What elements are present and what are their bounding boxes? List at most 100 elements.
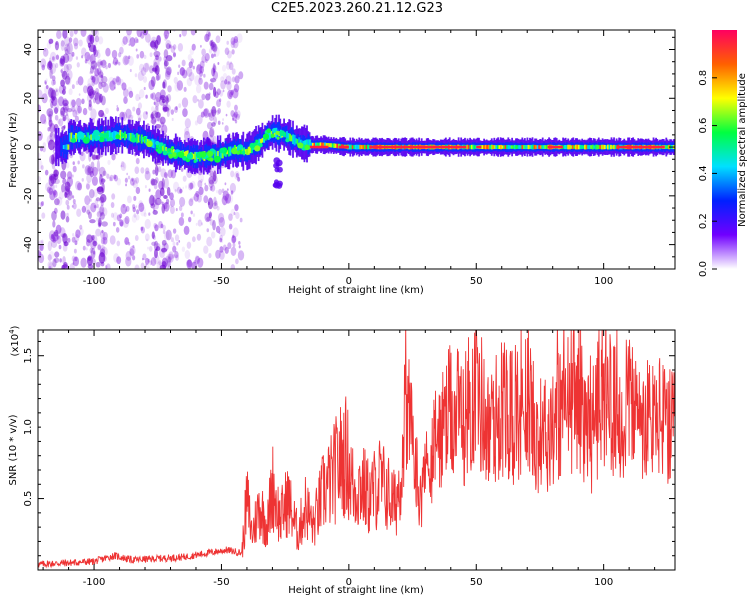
spectrogram-blob	[178, 216, 185, 227]
spectrogram-blob	[168, 253, 174, 263]
spectrogram-hot-spot	[159, 142, 164, 147]
spectrogram-blob	[230, 37, 236, 46]
spectrogram-band-core	[489, 145, 492, 150]
spectrogram-streak	[150, 112, 154, 120]
spectrogram-blob	[208, 92, 211, 96]
colorbar-gradient	[712, 30, 737, 269]
spectrogram-band-core	[125, 133, 128, 139]
spectrogram-hot-spot	[99, 132, 104, 137]
spectrogram-blob	[67, 52, 73, 62]
spectrogram-streak	[99, 196, 105, 204]
spectrogram-blob	[227, 193, 234, 204]
spectrogram-blob	[119, 78, 124, 87]
spectrogram-streak	[205, 30, 211, 40]
spectrogram-streak	[156, 111, 161, 122]
spectrogram-band-core	[71, 134, 74, 141]
spectrogram-band-core	[665, 145, 668, 149]
spectrogram-band-core	[544, 145, 547, 149]
spectrogram-blob	[129, 37, 136, 47]
spectrogram-streak	[209, 78, 217, 83]
spectrogram-blob	[38, 89, 43, 99]
spectrogram-streak	[100, 178, 106, 183]
spectrogram-blob	[137, 71, 144, 82]
spectrogram-blob	[206, 236, 213, 247]
spectrogram-blob	[185, 259, 190, 266]
spectrogram-blob	[168, 44, 172, 49]
spectrogram-streak	[87, 163, 92, 176]
spectrogram-band-core	[311, 142, 314, 147]
spectrogram-blob	[233, 36, 239, 44]
spectrogram-blob	[203, 73, 206, 78]
spectrogram-blob	[187, 54, 192, 61]
spectrogram-blob	[222, 118, 225, 122]
spectrogram-blob	[48, 187, 54, 195]
spectrogram-blob	[176, 241, 179, 246]
spectrogram-streak	[208, 176, 215, 185]
spectrogram-blob	[221, 188, 225, 193]
spectrogram-blob	[163, 231, 170, 241]
spectrogram-blob	[42, 146, 46, 153]
spectrogram-blob	[226, 81, 232, 91]
spectrogram-blob	[49, 175, 53, 181]
spectrogram-band-mid	[61, 142, 64, 152]
spectrogram-blob	[134, 166, 140, 174]
spectrogram-streak	[154, 39, 159, 49]
spectrogram-band-core	[570, 145, 573, 149]
spectrogram-blob	[214, 200, 218, 206]
spectrogram-blob	[165, 173, 169, 179]
spectrogram-blob	[137, 102, 143, 110]
y-tick-label: -40	[23, 236, 34, 252]
spectrogram-blob	[92, 74, 99, 85]
spectrogram-blob	[52, 150, 55, 153]
spectrogram-blob	[94, 35, 100, 43]
spectrogram-blob	[218, 216, 225, 228]
spectrogram-band-core	[532, 144, 535, 150]
spectrogram-blob	[211, 231, 216, 239]
spectrogram-band-core	[325, 143, 328, 147]
spectrogram-streak	[166, 110, 170, 117]
spectrogram-blob	[219, 226, 226, 237]
spectrogram-blob	[58, 191, 64, 200]
spectrogram-streak	[209, 219, 214, 226]
spectrogram-streak	[213, 196, 217, 207]
spectrogram-blob	[132, 180, 138, 189]
spectrogram-hot-spot	[297, 142, 304, 149]
spectrogram-blob	[194, 255, 200, 263]
spectrogram-band-core	[238, 148, 241, 153]
spectrogram-blob	[182, 186, 185, 190]
spectrogram-blob	[232, 88, 239, 99]
spectrogram-blob	[172, 52, 176, 58]
spectrogram-peak-segment	[308, 145, 329, 149]
spectrogram-blob	[38, 152, 41, 159]
spectrogram-blob	[234, 104, 238, 111]
spectrogram-band-core	[250, 143, 253, 154]
spectrogram-streak	[86, 234, 93, 243]
spectrogram-blob	[173, 52, 176, 57]
spectrogram-blob	[77, 182, 83, 191]
spectrogram-band-core	[470, 144, 473, 150]
spectrogram-blob	[224, 182, 227, 186]
spectrogram-blob	[135, 214, 140, 221]
spectrogram-band-core	[600, 144, 603, 150]
spectrogram-blob	[99, 230, 106, 239]
spectrogram-band-core	[123, 131, 126, 141]
spectrogram-blob	[133, 195, 137, 201]
spectrogram-streak	[165, 198, 170, 205]
spectrogram-streak	[166, 186, 171, 196]
spectrogram-blob	[97, 244, 101, 250]
spectrogram-hot-spot	[275, 131, 280, 135]
spectrogram-hot-spot	[92, 129, 100, 137]
spectrogram-blob	[94, 204, 97, 209]
spectrogram-blob	[58, 244, 62, 250]
spectrogram-blob	[193, 192, 200, 202]
spectrogram-blob	[65, 162, 70, 169]
spectrogram-band-core	[110, 132, 113, 139]
spectrogram-blob	[132, 182, 135, 187]
spectrogram-band-core	[194, 151, 197, 162]
spectrogram-streak	[53, 173, 59, 181]
spectrogram-hot-spot	[255, 139, 259, 143]
spectrogram-blob	[216, 109, 220, 116]
spectrogram-blob	[158, 56, 162, 62]
spectrogram-blob	[196, 63, 202, 72]
spectrogram-streak	[162, 106, 170, 112]
